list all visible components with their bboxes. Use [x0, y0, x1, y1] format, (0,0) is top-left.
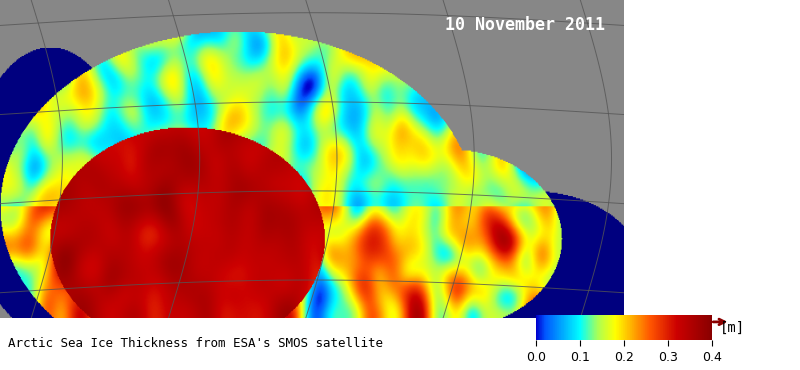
Text: 10 November 2011: 10 November 2011	[446, 16, 606, 34]
Text: [m]: [m]	[720, 320, 745, 334]
Text: Arctic Sea Ice Thickness from ESA's SMOS satellite: Arctic Sea Ice Thickness from ESA's SMOS…	[8, 337, 383, 350]
